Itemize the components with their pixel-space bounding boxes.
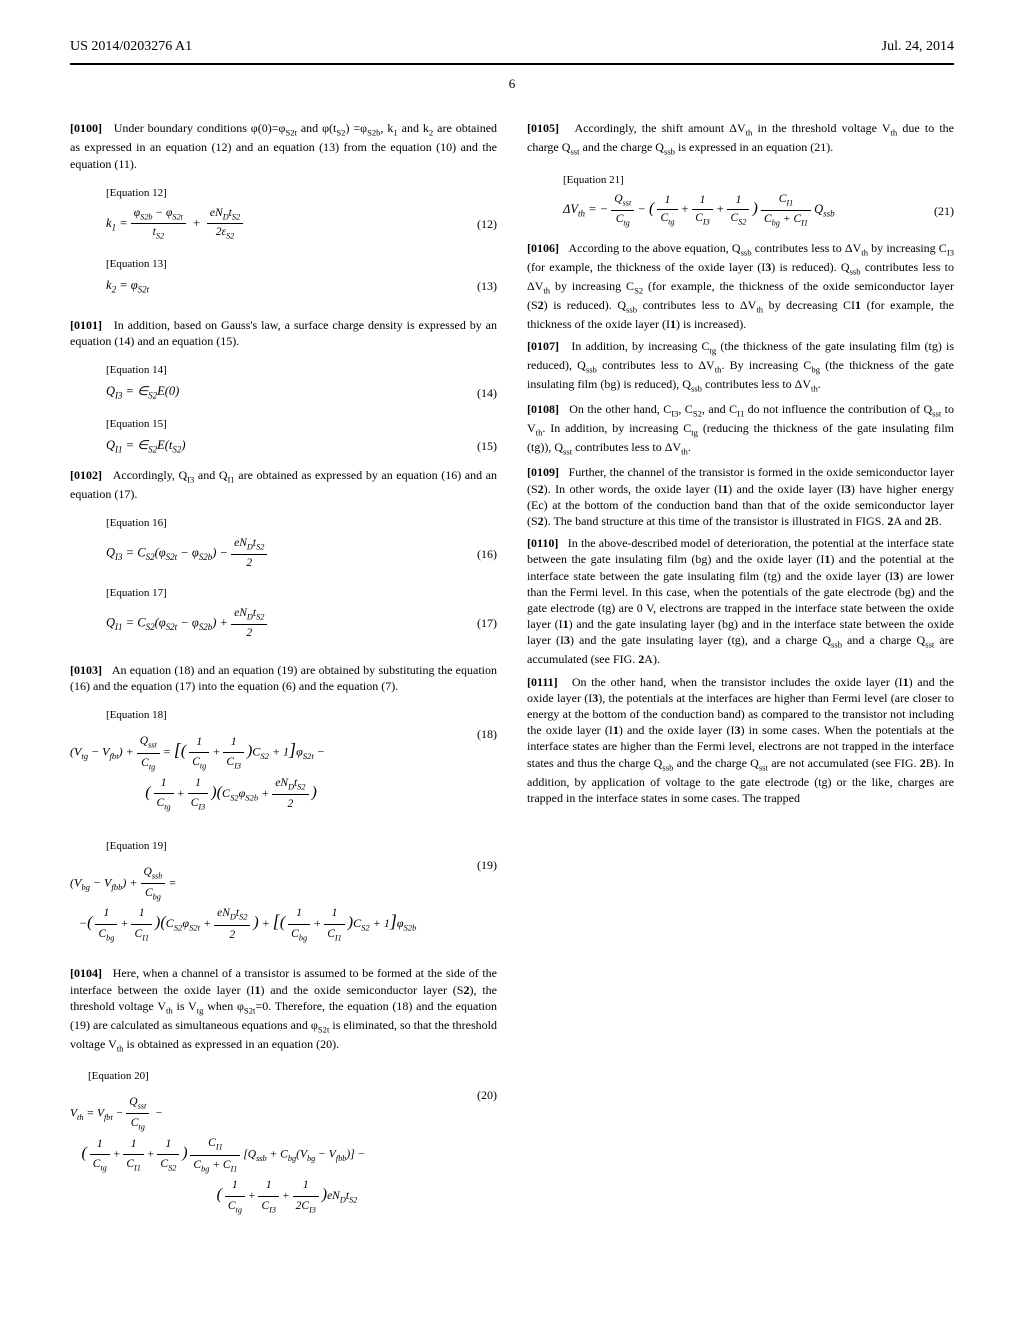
equation-19-number: (19): [465, 857, 497, 873]
equation-13: k2 = φS2t (13): [106, 276, 497, 297]
equation-21-label: [Equation 21]: [563, 173, 954, 188]
equation-12-number: (12): [465, 216, 497, 232]
paragraph-0103: [0103] An equation (18) and an equation …: [70, 662, 497, 694]
equation-15: QI1 = ∈S2E(tS2) (15): [106, 436, 497, 457]
publication-date: Jul. 24, 2014: [882, 38, 954, 57]
equation-21: ΔVth = − QsstCtg − ( 1Ctg + 1CI3 + 1CS2 …: [563, 191, 954, 229]
equation-16: QI3 = CS2(φS2t − φS2b) − eNDtS22 (16): [106, 535, 497, 572]
paragraph-0107: [0107] In addition, by increasing Ctg (t…: [527, 338, 954, 395]
equation-16-label: [Equation 16]: [106, 516, 497, 531]
paragraph-0106: [0106] According to the above equation, …: [527, 240, 954, 332]
equation-13-number: (13): [465, 278, 497, 294]
equation-21-number: (21): [922, 203, 954, 219]
paragraph-0102: [0102] Accordingly, QI3 and QI1 are obta…: [70, 467, 497, 502]
equation-14: QI3 = ∈S2E(0) (14): [106, 382, 497, 403]
equation-20-label: [Equation 20]: [88, 1069, 497, 1084]
equation-16-number: (16): [465, 546, 497, 562]
paragraph-0100: [0100] Under boundary conditions φ(0)=φS…: [70, 120, 497, 171]
paragraph-0111: [0111] On the other hand, when the trans…: [527, 674, 954, 806]
equation-14-label: [Equation 14]: [106, 363, 497, 378]
paragraph-0110: [0110] In the above-described model of d…: [527, 535, 954, 667]
paragraph-0109: [0109] Further, the channel of the trans…: [527, 464, 954, 529]
text-columns: [0100] Under boundary conditions φ(0)=φS…: [70, 120, 954, 1240]
equation-18-number: (18): [465, 726, 497, 742]
equation-19: (Vbg − Vfbb) + QssbCbg = −( 1Cbg + 1CI1 …: [70, 857, 497, 956]
equation-14-number: (14): [465, 385, 497, 401]
paragraph-0101: [0101] In addition, based on Gauss's law…: [70, 317, 497, 349]
equation-13-label: [Equation 13]: [106, 257, 497, 272]
equation-17: QI1 = CS2(φS2t − φS2b) + eNDtS22 (17): [106, 605, 497, 642]
equation-19-label: [Equation 19]: [106, 839, 497, 854]
equation-17-number: (17): [465, 615, 497, 631]
equation-12: k1 = φS2b − φS2ttS2 + eNDtS22εS2 (12): [106, 205, 497, 243]
equation-17-label: [Equation 17]: [106, 586, 497, 601]
equation-12-label: [Equation 12]: [106, 186, 497, 201]
page-header: US 2014/0203276 A1 Jul. 24, 2014: [70, 38, 954, 61]
header-rule: [70, 63, 954, 65]
patent-page: US 2014/0203276 A1 Jul. 24, 2014 6 [0100…: [0, 0, 1024, 1320]
equation-18: (Vtg − Vfbt) + QsstCtg = [( 1Ctg + 1CI3 …: [70, 726, 497, 825]
equation-15-number: (15): [465, 438, 497, 454]
publication-number: US 2014/0203276 A1: [70, 38, 192, 57]
paragraph-0108: [0108] On the other hand, CI3, CS2, and …: [527, 401, 954, 458]
equation-20-number: (20): [465, 1087, 497, 1103]
page-number: 6: [70, 75, 954, 93]
paragraph-0105: [0105] Accordingly, the shift amount ΔVt…: [527, 120, 954, 158]
paragraph-0104: [0104] Here, when a channel of a transis…: [70, 965, 497, 1055]
equation-18-label: [Equation 18]: [106, 708, 497, 723]
equation-20: Vth = Vfbt − QsstCtg − ( 1Ctg + 1CI1 + 1…: [70, 1087, 497, 1227]
equation-15-label: [Equation 15]: [106, 417, 497, 432]
